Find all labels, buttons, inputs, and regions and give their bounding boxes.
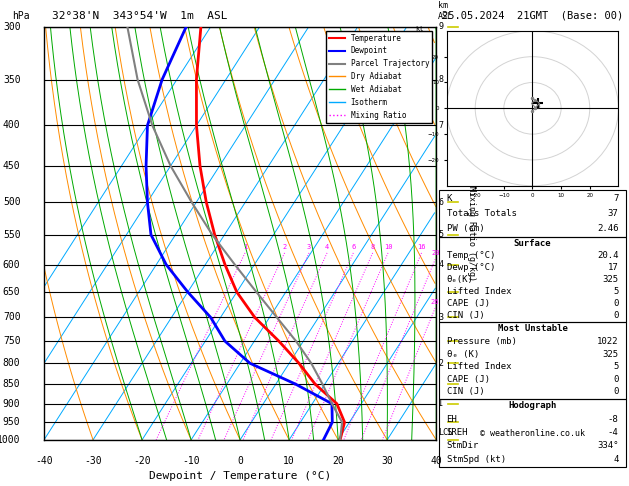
Text: 26: 26: [431, 299, 440, 305]
Text: CIN (J): CIN (J): [447, 387, 484, 396]
Text: Dewp (°C): Dewp (°C): [447, 263, 495, 272]
Text: 9: 9: [438, 22, 443, 31]
Text: 30: 30: [381, 456, 393, 467]
Text: 6: 6: [351, 243, 355, 250]
Text: -10: -10: [182, 456, 200, 467]
Text: 10: 10: [384, 243, 392, 250]
Text: 1022: 1022: [597, 337, 618, 346]
Text: StmDir: StmDir: [447, 441, 479, 451]
Text: 5: 5: [438, 230, 443, 239]
Text: 4: 4: [438, 260, 443, 269]
Text: 17: 17: [608, 263, 618, 272]
Text: 40: 40: [430, 456, 442, 467]
Text: Lifted Index: Lifted Index: [447, 362, 511, 371]
Text: km
ASL: km ASL: [438, 1, 453, 20]
Text: 400: 400: [3, 121, 21, 130]
Text: 300: 300: [3, 22, 21, 32]
Text: 16: 16: [417, 243, 426, 250]
Text: 3: 3: [307, 243, 311, 250]
Legend: Temperature, Dewpoint, Parcel Trajectory, Dry Adiabat, Wet Adiabat, Isotherm, Mi: Temperature, Dewpoint, Parcel Trajectory…: [326, 31, 432, 122]
Text: 950: 950: [3, 417, 21, 427]
Text: LCL: LCL: [438, 428, 453, 437]
Text: 0: 0: [613, 299, 618, 308]
Text: 325: 325: [602, 275, 618, 284]
Text: 7: 7: [613, 194, 618, 203]
Bar: [439, 399, 626, 467]
Text: 20: 20: [332, 456, 344, 467]
Text: -30: -30: [84, 456, 102, 467]
Text: 37: 37: [608, 209, 618, 218]
Text: PW (cm): PW (cm): [447, 224, 484, 233]
Text: Totals Totals: Totals Totals: [447, 209, 516, 218]
Text: 334°: 334°: [597, 441, 618, 451]
Text: 1: 1: [243, 243, 247, 250]
Text: CAPE (J): CAPE (J): [447, 375, 489, 383]
Text: -8: -8: [608, 415, 618, 424]
Text: StmSpd (kt): StmSpd (kt): [447, 455, 506, 464]
Text: 20.4: 20.4: [597, 251, 618, 260]
Text: 7: 7: [438, 121, 443, 130]
Text: 350: 350: [3, 75, 21, 85]
Text: 2.46: 2.46: [597, 224, 618, 233]
Text: 500: 500: [3, 197, 21, 207]
Text: -4: -4: [608, 428, 618, 437]
Text: K: K: [447, 194, 452, 203]
Text: CIN (J): CIN (J): [447, 311, 484, 320]
Text: 550: 550: [3, 230, 21, 240]
Text: 6: 6: [438, 197, 443, 207]
Text: 0: 0: [237, 456, 243, 467]
Text: Most Unstable: Most Unstable: [498, 325, 567, 333]
Text: 0: 0: [613, 311, 618, 320]
Text: 600: 600: [3, 260, 21, 270]
Text: 25.05.2024  21GMT  (Base: 00): 25.05.2024 21GMT (Base: 00): [442, 11, 623, 20]
Text: EH: EH: [447, 415, 457, 424]
Text: -20: -20: [133, 456, 151, 467]
Text: 1000: 1000: [0, 435, 21, 445]
Text: 0: 0: [613, 387, 618, 396]
Text: 4: 4: [613, 455, 618, 464]
Text: 8: 8: [438, 75, 443, 84]
Text: Pressure (mb): Pressure (mb): [447, 337, 516, 346]
Text: hPa: hPa: [12, 11, 30, 20]
Text: 325: 325: [602, 349, 618, 359]
Text: Mixing Ratio (g/kg): Mixing Ratio (g/kg): [467, 186, 476, 281]
Text: 3: 3: [438, 313, 443, 322]
Text: 5: 5: [613, 287, 618, 296]
Text: Dewpoint / Temperature (°C): Dewpoint / Temperature (°C): [149, 471, 331, 481]
Text: 900: 900: [3, 399, 21, 409]
Text: θₑ(K): θₑ(K): [447, 275, 474, 284]
Text: 4: 4: [325, 243, 329, 250]
Text: 1: 1: [438, 399, 443, 408]
Text: 700: 700: [3, 312, 21, 322]
Text: 5: 5: [613, 362, 618, 371]
Text: 0: 0: [613, 375, 618, 383]
Text: 10: 10: [283, 456, 295, 467]
Text: 750: 750: [3, 336, 21, 346]
Text: 2: 2: [438, 359, 443, 368]
Text: Hodograph: Hodograph: [508, 401, 557, 410]
Text: SREH: SREH: [447, 428, 468, 437]
Text: 450: 450: [3, 161, 21, 171]
Text: Temp (°C): Temp (°C): [447, 251, 495, 260]
Text: 32°38'N  343°54'W  1m  ASL: 32°38'N 343°54'W 1m ASL: [52, 11, 227, 20]
Text: 650: 650: [3, 287, 21, 297]
Bar: [439, 322, 626, 399]
Text: θₑ (K): θₑ (K): [447, 349, 479, 359]
Text: © weatheronline.co.uk: © weatheronline.co.uk: [480, 429, 585, 438]
Bar: [439, 238, 626, 322]
Text: 20: 20: [431, 250, 440, 256]
Text: 2: 2: [282, 243, 287, 250]
Bar: [439, 190, 626, 238]
Text: 850: 850: [3, 379, 21, 389]
Text: CAPE (J): CAPE (J): [447, 299, 489, 308]
Text: Surface: Surface: [514, 240, 551, 248]
Text: -40: -40: [35, 456, 53, 467]
Text: 8: 8: [370, 243, 375, 250]
Text: 800: 800: [3, 358, 21, 368]
Text: Lifted Index: Lifted Index: [447, 287, 511, 296]
